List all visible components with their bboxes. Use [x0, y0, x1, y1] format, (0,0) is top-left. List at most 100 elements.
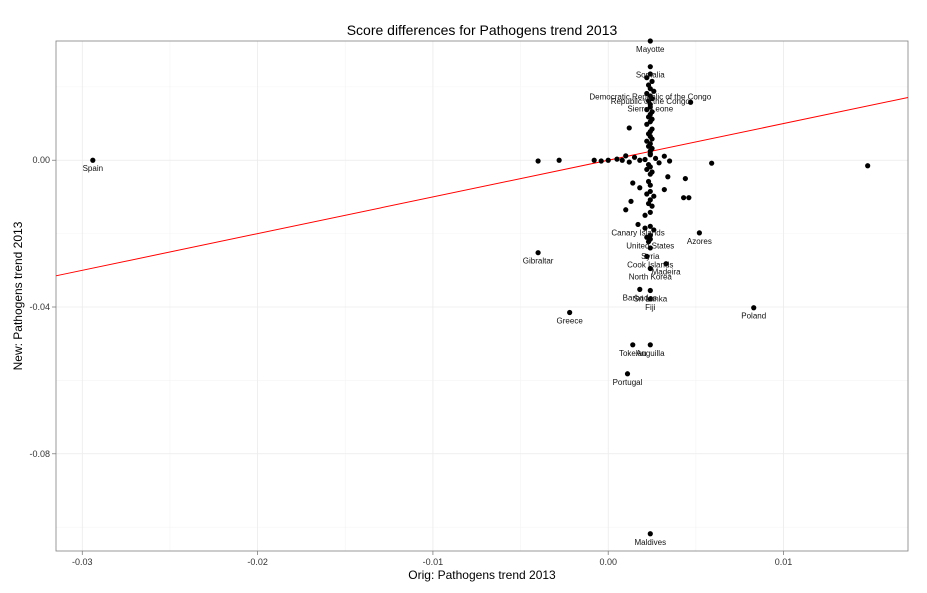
- data-point: [682, 175, 688, 182]
- x-axis-label: Orig: Pathogens trend 2013: [408, 568, 556, 582]
- data-point: [644, 166, 650, 173]
- point-label: Portugal: [613, 378, 643, 387]
- data-point: [665, 174, 671, 180]
- point-label: Canary Islands: [611, 228, 664, 237]
- point-label: Sierra Leone: [627, 104, 673, 113]
- point-label: Cook Islands: [627, 260, 673, 269]
- data-point: [647, 265, 653, 272]
- data-point: [90, 157, 96, 163]
- data-point: [556, 157, 562, 163]
- point-label: Republic of the Congo: [611, 97, 691, 106]
- point-label: Greece: [557, 317, 584, 326]
- point-label: Poland: [741, 312, 766, 321]
- data-point: [709, 160, 715, 166]
- plot-border: [55, 40, 909, 552]
- point-label: Spain: [83, 164, 103, 173]
- data-point: [598, 158, 604, 164]
- data-point: [644, 75, 650, 81]
- data-point: [644, 121, 650, 127]
- data-point: [644, 107, 650, 113]
- data-point: [628, 198, 634, 204]
- data-point: [647, 209, 653, 215]
- data-point: [567, 309, 573, 316]
- y-tick-label: -0.08: [29, 449, 50, 459]
- data-point: [642, 212, 648, 218]
- x-tick-label: 0.01: [775, 557, 793, 567]
- data-point: [652, 155, 659, 162]
- point-label: Madeira: [652, 268, 681, 277]
- data-point: [661, 153, 667, 159]
- trend-line: [55, 97, 909, 277]
- data-point: [642, 156, 648, 163]
- x-tick-label: -0.02: [247, 557, 268, 567]
- y-tick-label: 0.00: [32, 155, 50, 165]
- data-point: [624, 371, 631, 377]
- data-point: [605, 157, 611, 163]
- data-point: [637, 185, 643, 191]
- data-point: [649, 78, 655, 84]
- data-point: [647, 182, 653, 188]
- data-point: [635, 221, 641, 228]
- chart-title: Score differences for Pathogens trend 20…: [347, 22, 618, 38]
- data-point: [623, 153, 629, 159]
- data-point: [649, 136, 655, 142]
- data-point: [651, 88, 657, 94]
- point-label: Tokelau: [619, 349, 647, 358]
- data-point: [647, 71, 653, 77]
- data-point: [647, 245, 653, 251]
- data-point: [535, 158, 541, 164]
- point-label: Somalia: [636, 71, 665, 80]
- data-point: [649, 203, 655, 209]
- point-label: Democratic Republic of the Congo: [589, 93, 711, 102]
- data-point: [637, 157, 643, 163]
- data-point: [651, 227, 657, 233]
- x-tick-label: 0.00: [599, 557, 617, 567]
- plot-panel: [56, 41, 908, 551]
- data-point: [647, 342, 653, 348]
- data-point: [647, 38, 653, 44]
- point-label: Syria: [641, 252, 660, 261]
- data-point: [663, 261, 669, 267]
- data-point: [647, 296, 653, 302]
- data-point: [688, 99, 694, 105]
- x-tick-label: -0.03: [72, 557, 93, 567]
- data-point: [647, 223, 653, 229]
- data-point: [696, 230, 702, 236]
- data-point: [651, 193, 657, 199]
- point-label: Azores: [687, 237, 712, 246]
- data-point: [686, 195, 692, 201]
- data-point: [535, 250, 541, 256]
- data-point: [656, 160, 662, 166]
- data-point: [666, 158, 673, 164]
- data-point: [614, 156, 620, 162]
- data-point: [619, 157, 625, 163]
- data-point: [630, 342, 636, 348]
- point-label: Mayotte: [636, 45, 665, 54]
- data-point: [623, 207, 629, 213]
- point-label: United States: [626, 241, 674, 250]
- data-point: [645, 239, 652, 245]
- point-label: Barbados: [623, 293, 657, 302]
- data-point: [661, 186, 667, 193]
- y-tick-label: -0.04: [29, 302, 50, 312]
- point-label: Maldives: [635, 538, 667, 547]
- data-point: [647, 64, 653, 70]
- point-label: North Korea: [629, 272, 673, 281]
- data-point: [681, 195, 687, 201]
- data-point: [647, 531, 653, 537]
- data-point: [647, 171, 653, 177]
- point-label: Sri Lanka: [633, 294, 667, 303]
- point-label: Anguilla: [636, 349, 665, 358]
- data-point: [647, 151, 653, 157]
- point-label: Gibraltar: [523, 257, 554, 266]
- data-point: [637, 286, 643, 292]
- y-axis-label: New: Pathogens trend 2013: [11, 221, 25, 370]
- data-point: [626, 125, 632, 131]
- data-point: [642, 225, 648, 231]
- data-point: [751, 305, 757, 311]
- data-point: [865, 163, 871, 169]
- data-point: [631, 154, 638, 160]
- data-point: [626, 159, 632, 165]
- data-point: [591, 157, 597, 163]
